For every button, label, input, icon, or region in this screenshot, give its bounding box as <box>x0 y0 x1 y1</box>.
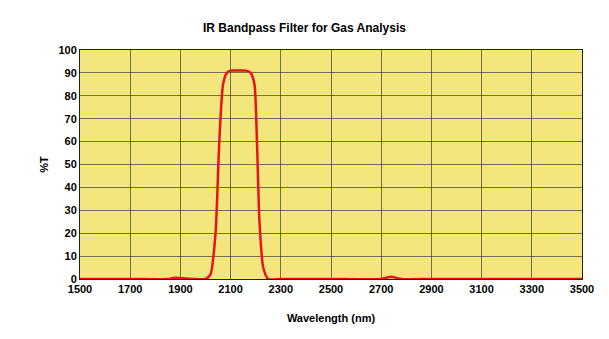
svg-text:1700: 1700 <box>118 283 142 295</box>
svg-text:90: 90 <box>65 67 77 79</box>
svg-text:20: 20 <box>65 227 77 239</box>
svg-text:50: 50 <box>65 158 77 170</box>
svg-text:IR Bandpass Filter for Gas Ana: IR Bandpass Filter for Gas Analysis <box>203 21 406 35</box>
svg-text:10: 10 <box>65 250 77 262</box>
svg-text:Wavelength (nm): Wavelength (nm) <box>287 312 376 324</box>
svg-text:2900: 2900 <box>419 283 443 295</box>
svg-text:30: 30 <box>65 204 77 216</box>
svg-text:2100: 2100 <box>218 283 242 295</box>
svg-text:2300: 2300 <box>269 283 293 295</box>
svg-text:2500: 2500 <box>319 283 343 295</box>
svg-text:3100: 3100 <box>469 283 493 295</box>
svg-text:1900: 1900 <box>168 283 192 295</box>
svg-text:2700: 2700 <box>369 283 393 295</box>
svg-text:3500: 3500 <box>570 283 594 295</box>
svg-text:80: 80 <box>65 90 77 102</box>
svg-text:3300: 3300 <box>520 283 544 295</box>
svg-text:0: 0 <box>71 273 77 285</box>
svg-text:1500: 1500 <box>68 283 92 295</box>
svg-text:70: 70 <box>65 113 77 125</box>
svg-text:60: 60 <box>65 135 77 147</box>
svg-text:40: 40 <box>65 181 77 193</box>
svg-text:100: 100 <box>58 44 76 56</box>
svg-text:%T: %T <box>38 156 50 173</box>
